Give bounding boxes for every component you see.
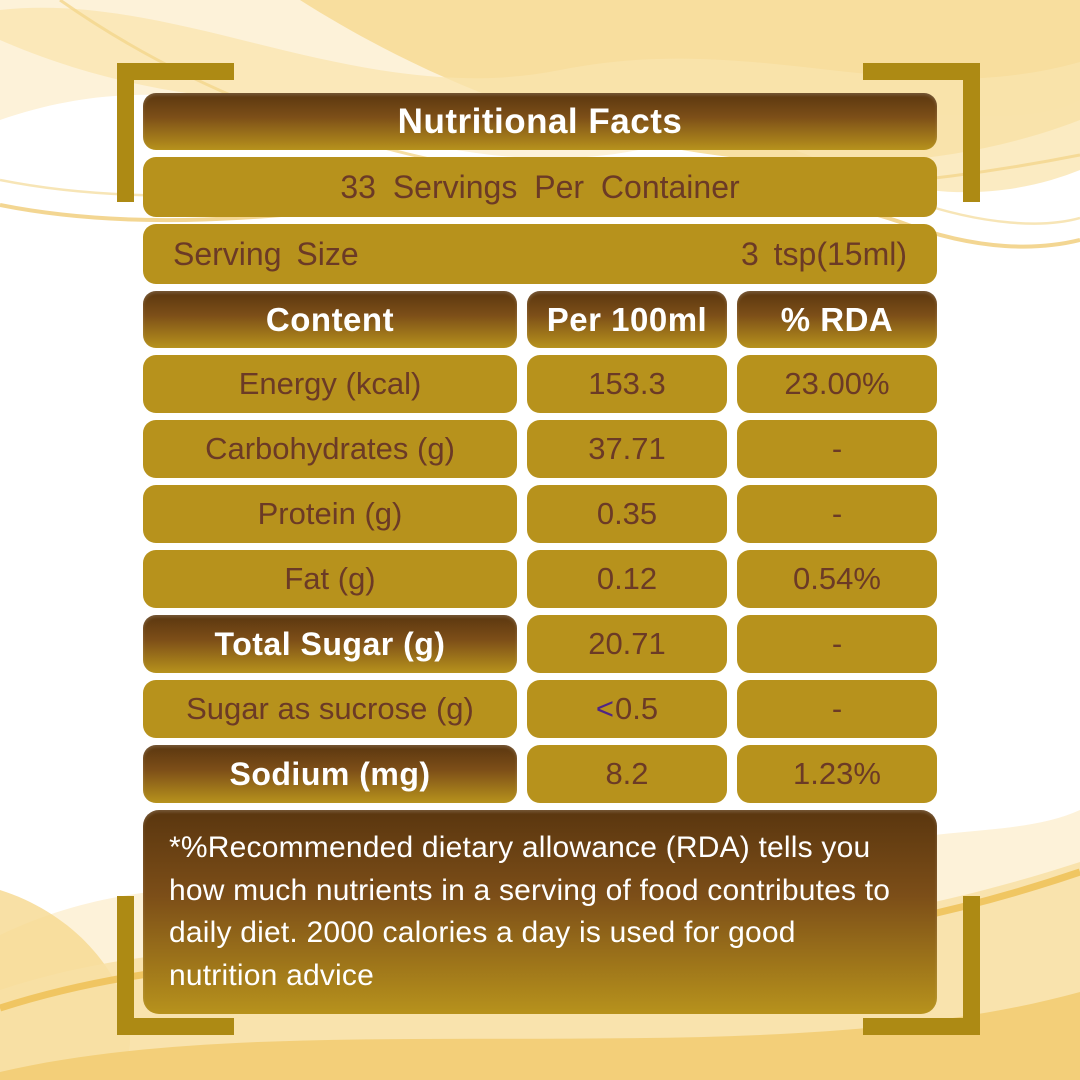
- table-row-sodium: Sodium (mg) 8.2 1.23%: [143, 745, 937, 803]
- table-row-energy: Energy (kcal) 153.3 23.00%: [143, 355, 937, 413]
- corner-bracket-bottom-left: [117, 896, 234, 1035]
- row-per100-number: 0.5: [615, 691, 659, 726]
- row-per100-value: 8.2: [527, 745, 727, 803]
- table-row-carbohydrates: Carbohydrates (g) 37.71 -: [143, 420, 937, 478]
- row-rda-value: 1.23%: [737, 745, 937, 803]
- row-label: Energy (kcal): [143, 355, 517, 413]
- table-row-fat: Fat (g) 0.12 0.54%: [143, 550, 937, 608]
- column-header-content: Content: [143, 291, 517, 348]
- row-label: Carbohydrates (g): [143, 420, 517, 478]
- row-label: Sodium (mg): [143, 745, 517, 803]
- table-row-total-sugar: Total Sugar (g) 20.71 -: [143, 615, 937, 673]
- row-label: Total Sugar (g): [143, 615, 517, 673]
- row-per100-value: 0.12: [527, 550, 727, 608]
- row-per100-value: 153.3: [527, 355, 727, 413]
- corner-bracket-bottom-right: [863, 896, 980, 1035]
- serving-size-value: 3 tsp(15ml): [740, 235, 907, 272]
- title-bar: Nutritional Facts: [143, 93, 937, 150]
- servings-bar: 33 Servings Per Container: [143, 157, 937, 217]
- table-header-row: Content Per 100ml % RDA: [143, 291, 937, 348]
- row-label: Fat (g): [143, 550, 517, 608]
- less-than-sign: <: [595, 691, 614, 726]
- row-rda-value: -: [737, 485, 937, 543]
- row-rda-value: 23.00%: [737, 355, 937, 413]
- rda-footnote: *%Recommended dietary allowance (RDA) te…: [143, 810, 937, 1015]
- row-per100-value: 20.71: [527, 615, 727, 673]
- row-per100-value: 0.35: [527, 485, 727, 543]
- row-rda-value: -: [737, 420, 937, 478]
- table-row-protein: Protein (g) 0.35 -: [143, 485, 937, 543]
- serving-size-bar: Serving Size 3 tsp(15ml): [143, 224, 937, 284]
- title-text: Nutritional Facts: [397, 101, 683, 141]
- row-label: Protein (g): [143, 485, 517, 543]
- corner-bracket-top-right: [863, 63, 980, 202]
- servings-text: 33 Servings Per Container: [340, 168, 740, 205]
- column-header-per-100ml: Per 100ml: [527, 291, 727, 348]
- column-header-rda: % RDA: [737, 291, 937, 348]
- corner-bracket-top-left: [117, 63, 234, 202]
- row-label: Sugar as sucrose (g): [143, 680, 517, 738]
- row-rda-value: 0.54%: [737, 550, 937, 608]
- serving-size-label: Serving Size: [173, 235, 359, 272]
- row-per100-value: <0.5: [527, 680, 727, 738]
- row-per100-value: 37.71: [527, 420, 727, 478]
- row-rda-value: -: [737, 680, 937, 738]
- row-rda-value: -: [737, 615, 937, 673]
- label-panel: Nutritional Facts 33 Servings Per Contai…: [143, 93, 937, 1015]
- table-row-sugar-as-sucrose: Sugar as sucrose (g) <0.5 -: [143, 680, 937, 738]
